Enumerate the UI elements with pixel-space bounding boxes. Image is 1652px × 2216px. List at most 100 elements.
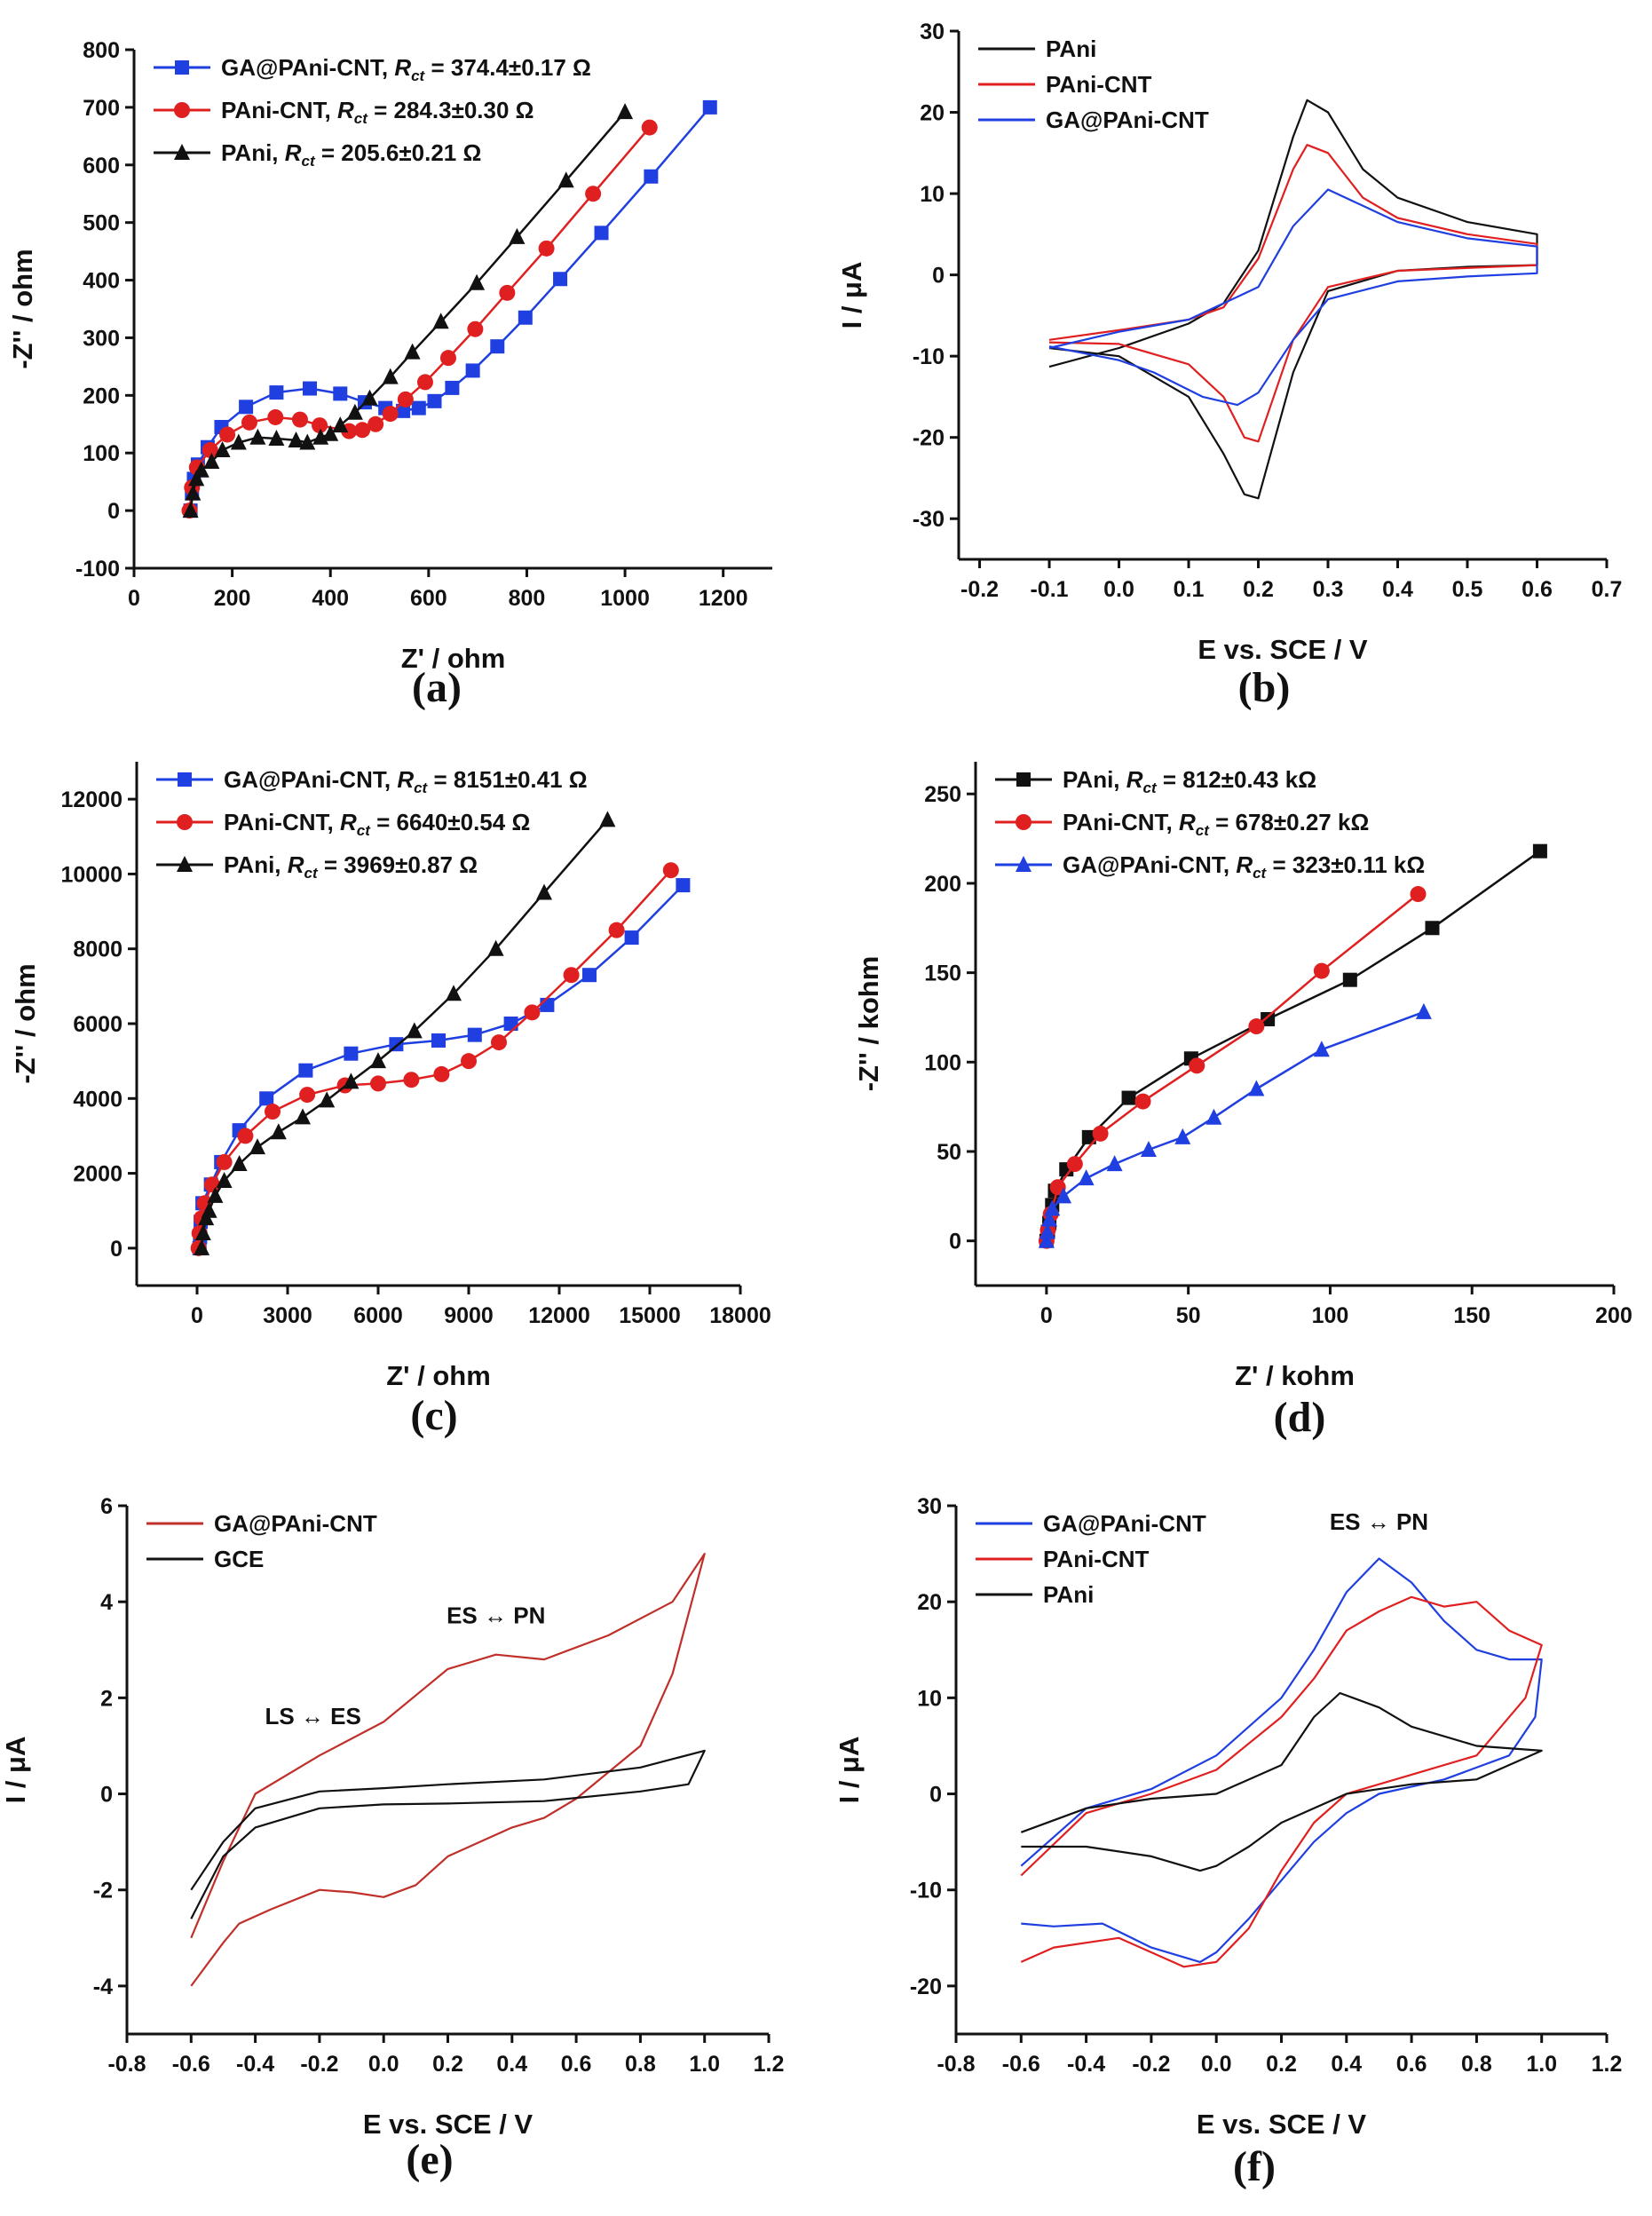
legend-label: PAni, Rct = 3969±0.87 Ω xyxy=(224,851,478,882)
legend-rct-value: 6640±0.54 Ω xyxy=(397,809,531,835)
legend-entry: PAni, Rct = 3969±0.87 Ω xyxy=(156,851,478,882)
marker-triangle xyxy=(201,1201,217,1218)
panel-label: (a) xyxy=(412,664,462,711)
x-axis-label: E vs. SCE / V xyxy=(363,2109,534,2140)
rct-symbol: R xyxy=(1126,766,1143,793)
series-line xyxy=(190,1749,706,1919)
legend-name: PAni xyxy=(224,851,274,878)
legend-entry: GA@PAni-CNT xyxy=(976,1510,1206,1537)
marker-circle xyxy=(467,321,484,337)
legend-label: PAni-CNT xyxy=(1046,71,1152,98)
marker-square xyxy=(676,878,691,893)
legend-name: GA@PAni-CNT xyxy=(1063,851,1226,878)
marker-square xyxy=(333,386,348,401)
x-tick-label: 1.2 xyxy=(1592,2052,1623,2077)
x-tick-label: 15000 xyxy=(619,1303,681,1328)
marker-circle xyxy=(538,240,555,257)
x-tick-label: 0.4 xyxy=(1382,577,1413,602)
marker-triangle xyxy=(322,424,339,441)
legend-label: GA@PAni-CNT xyxy=(214,1510,377,1537)
rct-subscript: ct xyxy=(414,780,428,796)
marker-square xyxy=(644,169,659,184)
series-pani xyxy=(1020,1691,1543,1872)
marker-triangle xyxy=(617,103,634,120)
x-tick-label: 0.8 xyxy=(625,2052,656,2077)
series-line xyxy=(189,107,711,511)
x-tick-label: 200 xyxy=(214,586,251,611)
legend-rct-value: 3969±0.87 Ω xyxy=(344,851,478,878)
marker-circle xyxy=(1248,1018,1265,1035)
legend-label: PAni xyxy=(1046,36,1096,62)
marker-triangle xyxy=(216,1172,233,1188)
marker-triangle xyxy=(1140,1140,1157,1157)
y-tick-label: 10 xyxy=(917,1686,942,1711)
legend-sep: , xyxy=(382,54,394,81)
marker-triangle xyxy=(230,433,247,450)
x-axis-label: E vs. SCE / V xyxy=(1197,2109,1367,2140)
marker-triangle xyxy=(1038,1231,1055,1248)
marker-circle xyxy=(1092,1125,1109,1142)
marker-square xyxy=(269,385,284,400)
legend-entry: PAni xyxy=(976,1581,1094,1608)
x-tick-label: 200 xyxy=(1595,1303,1632,1328)
legend-rct-value: 284.3±0.30 Ω xyxy=(394,97,534,123)
y-tick-label: 20 xyxy=(917,1590,942,1615)
rct-symbol: R xyxy=(397,766,414,793)
series-line xyxy=(1020,1691,1543,1872)
legend-sep: , xyxy=(328,809,340,835)
marker-circle xyxy=(433,1065,450,1082)
x-tick-label: 1200 xyxy=(699,586,748,611)
legend-label: GA@PAni-CNT, Rct = 323±0.11 kΩ xyxy=(1063,851,1425,882)
marker-triangle xyxy=(249,1138,265,1155)
marker-circle xyxy=(1066,1156,1083,1173)
marker-triangle xyxy=(346,403,363,420)
legend-sep: , xyxy=(325,97,337,123)
y-tick-label: -20 xyxy=(913,426,945,451)
marker-square xyxy=(490,339,505,354)
marker-triangle xyxy=(446,985,462,1001)
legend-name: PAni-CNT xyxy=(1046,71,1152,98)
legend-name: PAni-CNT xyxy=(1043,1546,1150,1572)
marker-circle xyxy=(524,1004,541,1021)
x-tick-label: -0.6 xyxy=(1002,2052,1040,2077)
marker-square xyxy=(540,997,555,1012)
marker-square xyxy=(239,400,254,415)
series-line xyxy=(1045,893,1419,1241)
rct-symbol: R xyxy=(285,139,302,166)
legend-sep: , xyxy=(1223,851,1236,878)
x-tick-label: -0.1 xyxy=(1030,577,1068,602)
marker-circle xyxy=(416,374,433,391)
legend-label: PAni-CNT, Rct = 6640±0.54 Ω xyxy=(224,809,530,839)
marker-circle xyxy=(1313,962,1330,979)
marker-triangle xyxy=(1041,1210,1058,1227)
marker-triangle xyxy=(1106,1155,1123,1172)
legend-eq: = xyxy=(1266,851,1292,878)
y-tick-label: 20 xyxy=(920,101,945,126)
x-tick-label: 0 xyxy=(128,586,140,611)
y-axis-label: -Z'' / kohm xyxy=(853,956,884,1092)
marker-triangle xyxy=(406,1022,423,1039)
marker-triangle xyxy=(370,1052,386,1069)
panel-label: (c) xyxy=(410,1392,457,1439)
legend-label: PAni-CNT, Rct = 284.3±0.30 Ω xyxy=(221,97,534,127)
x-tick-label: -0.2 xyxy=(300,2052,338,2077)
marker-circle xyxy=(174,102,190,118)
x-tick-label: 3000 xyxy=(263,1303,312,1328)
marker-triangle xyxy=(1415,1002,1432,1019)
marker-square xyxy=(503,1017,518,1031)
series-pani-cnt xyxy=(1048,144,1538,443)
marker-triangle xyxy=(343,1072,360,1089)
y-tick-label: 600 xyxy=(83,154,120,178)
series-line xyxy=(1045,850,1541,1241)
legend-name: PAni-CNT xyxy=(1063,809,1169,835)
marker-square xyxy=(702,99,717,115)
x-tick-label: 9000 xyxy=(444,1303,494,1328)
marker-circle xyxy=(216,1153,233,1170)
y-tick-label: 0 xyxy=(929,1783,942,1808)
marker-square xyxy=(344,1046,359,1061)
chart-panel-c: 0 3000 6000 9000 12000 15000 18000 0 2000 4000 600… xyxy=(10,762,771,1439)
legend-label: PAni, Rct = 205.6±0.21 Ω xyxy=(221,139,481,170)
marker-triangle xyxy=(361,389,378,406)
marker-square xyxy=(259,1091,274,1106)
series-line xyxy=(1048,188,1538,407)
